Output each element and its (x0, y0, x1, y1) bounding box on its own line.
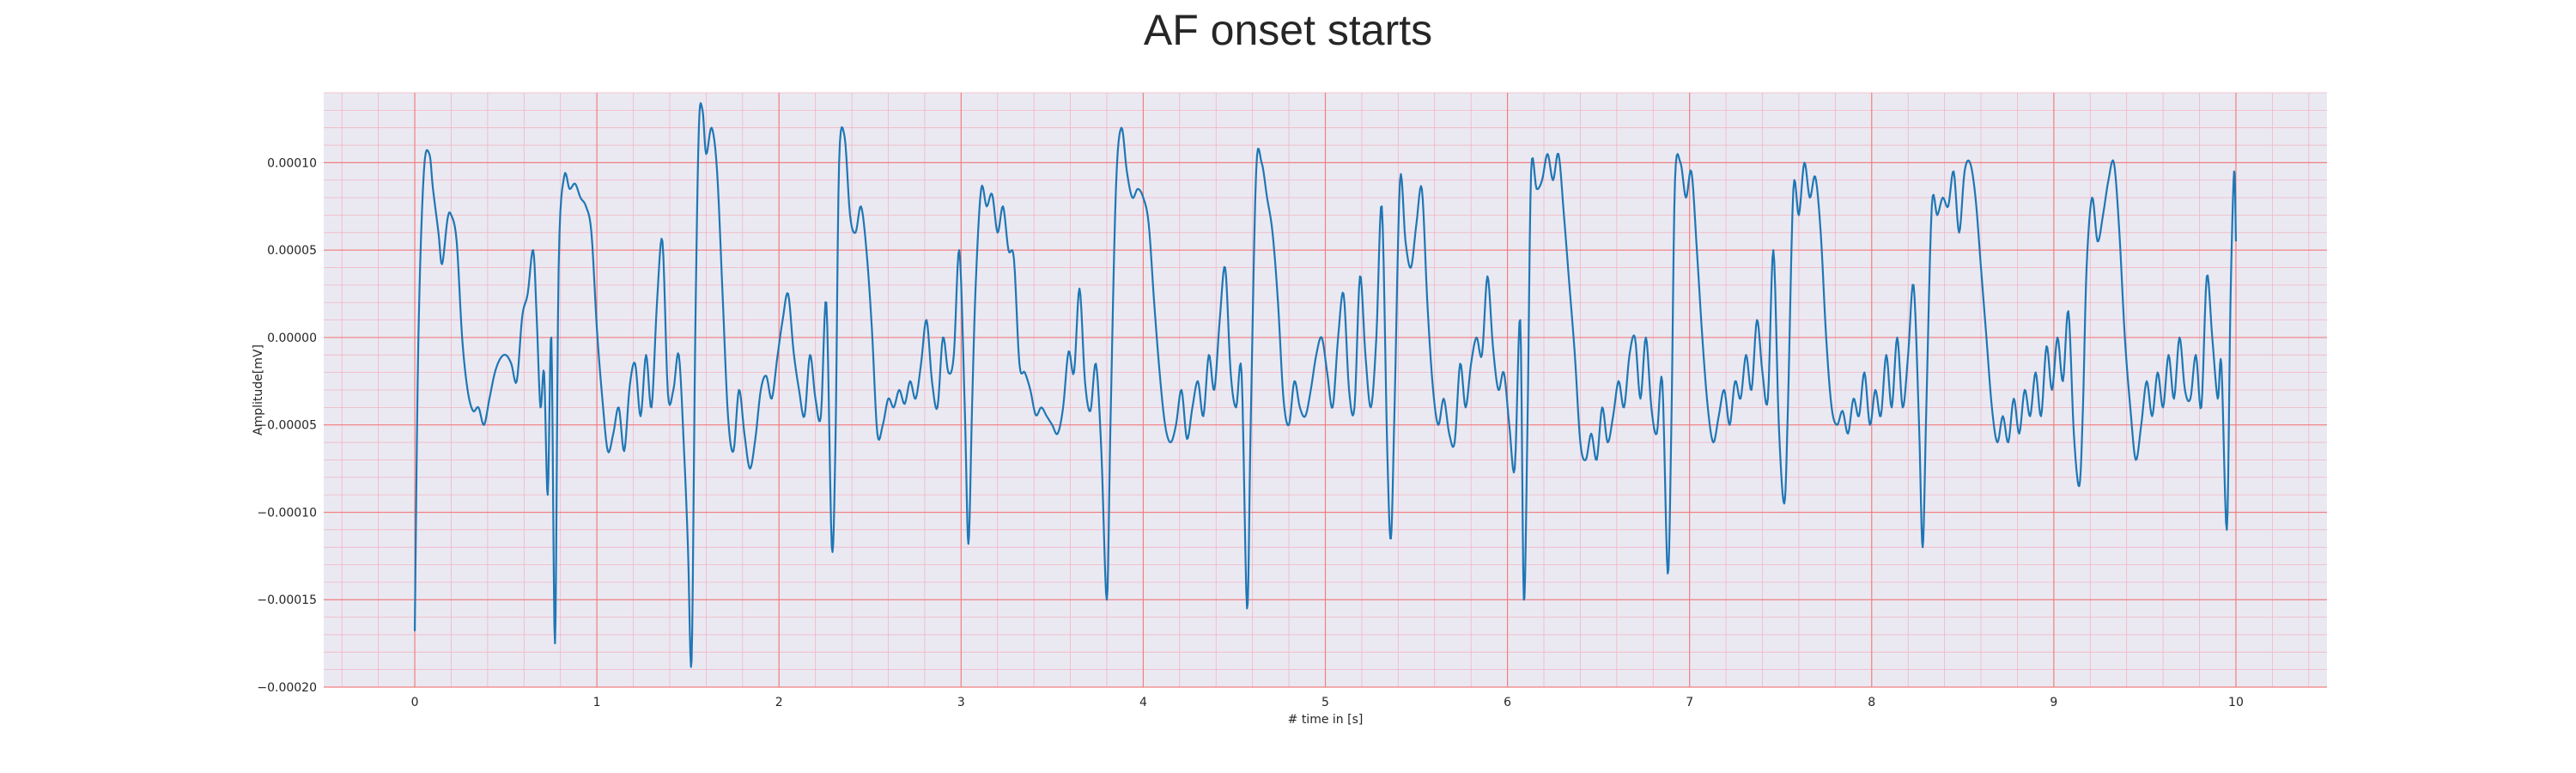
x-tick-label: 0 (411, 696, 419, 709)
y-tick-label: 0.00005 (267, 244, 317, 258)
x-tick-label: 3 (957, 696, 965, 709)
x-tick-label: 9 (2050, 696, 2057, 709)
x-tick-label: 10 (2228, 696, 2244, 709)
x-tick-label: 4 (1139, 696, 1147, 709)
x-tick-label: 8 (1868, 696, 1875, 709)
x-axis-ticks: 0 1 2 3 4 5 6 7 8 9 10 (411, 696, 2244, 709)
y-tick-label: 0.00010 (267, 156, 317, 170)
series-line (413, 101, 2238, 668)
y-axis-ticks: −0.00020 −0.00015 −0.00010 −0.00005 0.00000 0… (257, 156, 317, 695)
x-tick-label: 2 (775, 696, 783, 709)
y-tick-label: −0.00020 (257, 681, 317, 695)
x-tick-label: 7 (1686, 696, 1693, 709)
y-tick-label: 0.00000 (267, 332, 317, 345)
series-layer (413, 101, 2238, 668)
x-tick-label: 5 (1321, 696, 1329, 709)
chart-title: AF onset starts (1144, 6, 1432, 54)
x-tick-label: 6 (1504, 696, 1511, 709)
y-axis-label: Amplitude[mV] (252, 344, 265, 435)
y-tick-label: −0.00015 (257, 593, 317, 607)
x-axis-label: # time in [s] (1288, 713, 1364, 727)
y-tick-label: −0.00010 (257, 506, 317, 520)
x-tick-label: 1 (593, 696, 601, 709)
y-tick-label: −0.00005 (257, 419, 317, 433)
